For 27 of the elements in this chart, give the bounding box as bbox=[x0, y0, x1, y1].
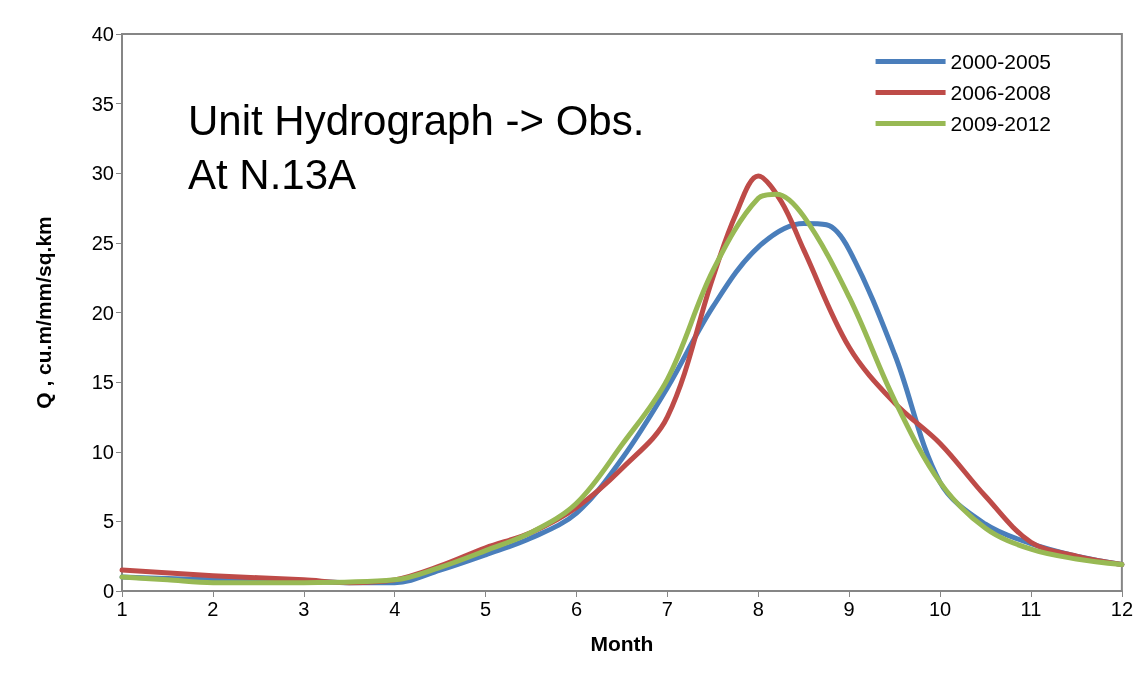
x-tick-label: 12 bbox=[1110, 598, 1133, 620]
x-tick-label: 11 bbox=[1020, 598, 1042, 620]
x-tick-label: 8 bbox=[752, 598, 764, 620]
x-tick-label: 10 bbox=[928, 598, 952, 620]
y-axis-title: Q , cu.m/mm/sq.km bbox=[32, 216, 55, 409]
text: Unit Hydrograph -> Obs. At N.13A bbox=[188, 96, 645, 198]
y-tick-label: 35 bbox=[91, 92, 114, 115]
x-axis-title: Month bbox=[590, 632, 654, 655]
y-tick-label: 15 bbox=[91, 371, 114, 394]
y-tick-label: 0 bbox=[102, 580, 114, 602]
x-tick-label: 4 bbox=[389, 598, 401, 620]
y-tick-label: 20 bbox=[91, 301, 114, 324]
x-tick-label: 1 bbox=[116, 598, 128, 620]
x-tick-label: 2 bbox=[207, 598, 219, 620]
y-tick-label: 40 bbox=[91, 23, 114, 45]
y-tick-label: 30 bbox=[91, 162, 114, 185]
legend-label: 2006-2008 bbox=[950, 81, 1052, 104]
x-tick-label: 3 bbox=[298, 598, 310, 620]
legend-label: 2009-2012 bbox=[950, 112, 1052, 135]
x-tick-label: 9 bbox=[843, 598, 855, 620]
y-tick-label: 5 bbox=[102, 510, 114, 533]
y-tick-label: 25 bbox=[91, 231, 114, 254]
legend-label: 2000-2005 bbox=[950, 50, 1052, 73]
x-tick-label: 7 bbox=[661, 598, 673, 620]
y-tick-label: 10 bbox=[91, 440, 114, 463]
x-tick-label: 6 bbox=[570, 598, 583, 620]
x-tick-label: 5 bbox=[480, 598, 492, 620]
